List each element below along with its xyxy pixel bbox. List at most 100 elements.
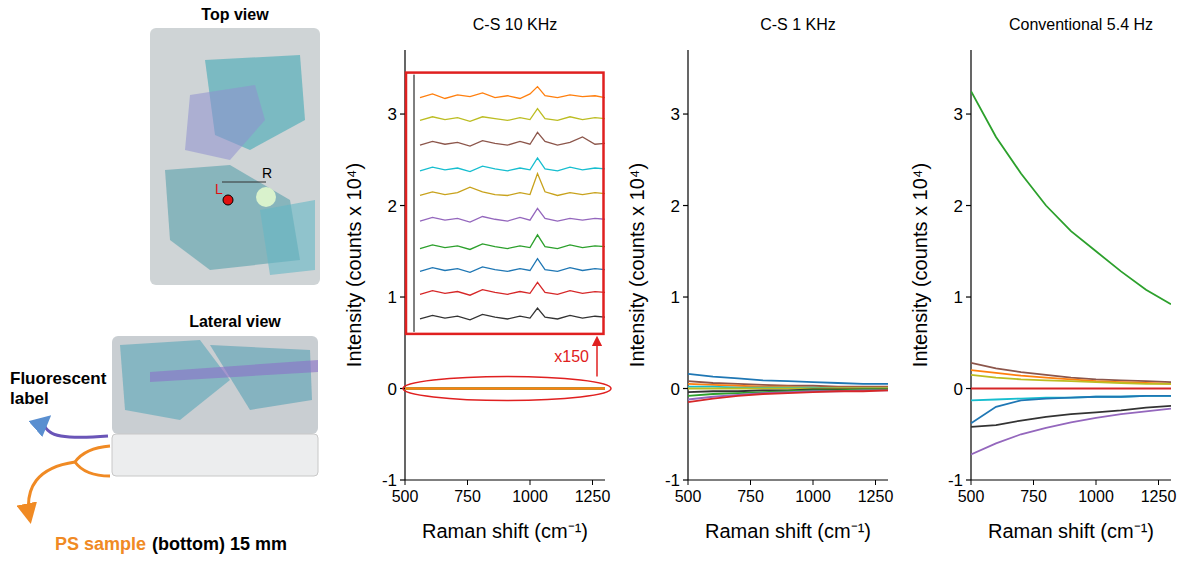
y-tick-label: 1 — [388, 288, 397, 307]
inset-line — [420, 87, 605, 99]
annotation-arrow — [44, 418, 108, 437]
panel-title: C-S 10 KHz — [473, 16, 557, 33]
x-tick — [1096, 480, 1097, 485]
series-line — [688, 374, 888, 384]
x-tick — [875, 480, 876, 485]
series-line — [971, 406, 1171, 427]
y-tick-label: 0 — [388, 380, 397, 399]
panel-title: C-S 1 KHz — [760, 16, 836, 33]
zoom-arrow — [596, 338, 598, 377]
y-tick — [683, 113, 688, 114]
point-label: R — [262, 165, 272, 181]
y-axis-title: Intensity (counts x 10⁴) — [343, 163, 365, 367]
y-tick-label: 0 — [954, 380, 963, 399]
inset-line — [420, 158, 605, 172]
series-line — [688, 387, 888, 389]
x-tick-label: 750 — [737, 488, 764, 505]
y-tick — [966, 296, 971, 297]
y-tick — [400, 296, 405, 297]
gel-patch — [185, 85, 265, 160]
x-tick-label: 1000 — [1078, 488, 1114, 505]
x-axis — [405, 480, 605, 481]
inset-line — [420, 208, 605, 222]
series-line — [405, 388, 605, 390]
annotation-arrow — [28, 462, 75, 520]
point-left-dot — [223, 195, 233, 205]
chart-panel: C-S 1 KHz-1012350075010001250Raman shift… — [626, 16, 893, 542]
x-tick-label: 500 — [958, 488, 985, 505]
x-tick — [813, 480, 814, 485]
gel-patch — [260, 200, 315, 275]
inset-line — [420, 174, 605, 196]
inset-frame — [406, 73, 604, 334]
x-tick-label: 1250 — [858, 488, 894, 505]
y-tick-label: 2 — [388, 197, 397, 216]
gel-patch — [150, 360, 318, 382]
y-tick — [683, 205, 688, 206]
x-tick-label: 750 — [1020, 488, 1047, 505]
series-line — [405, 388, 605, 390]
y-tick-label: 3 — [954, 105, 963, 124]
plot-lines — [971, 91, 1171, 454]
series-line — [971, 396, 1171, 423]
inset-line — [420, 308, 605, 320]
annotation-bracket — [75, 446, 110, 476]
chart-panel: C-S 10 KHz-1012350075010001250Raman shif… — [343, 16, 611, 542]
y-axis-title: Intensity (counts x 10⁴) — [626, 163, 648, 367]
x-tick — [467, 480, 468, 485]
point-right-dot — [256, 187, 276, 207]
zoom-label: x150 — [554, 348, 589, 365]
x-tick-label: 750 — [454, 488, 481, 505]
x-axis-title: Raman shift (cm⁻¹) — [705, 520, 871, 542]
x-tick-label: 1250 — [575, 488, 611, 505]
series-line — [688, 390, 888, 402]
x-tick-label: 1250 — [1141, 488, 1177, 505]
inset-line — [420, 259, 605, 273]
y-tick-label: 1 — [671, 288, 680, 307]
x-tick-label: 1000 — [512, 488, 548, 505]
inset — [414, 75, 605, 332]
x-tick-label: 500 — [675, 488, 702, 505]
ps-sample-block — [112, 434, 318, 476]
x-axis-title: Raman shift (cm⁻¹) — [988, 520, 1154, 542]
figure: Top view L R Lateral view Fluorescentlabel PS… — [0, 0, 1198, 567]
y-tick-label: 3 — [388, 105, 397, 124]
plot-lines — [688, 374, 888, 402]
x-tick-label: 1000 — [795, 488, 831, 505]
series-line — [405, 388, 605, 390]
x-tick-label: 500 — [392, 488, 419, 505]
y-tick — [400, 113, 405, 114]
y-tick — [966, 205, 971, 206]
text-line: Fluorescent — [10, 369, 107, 388]
photo-annotation: PS sample(bottom) 15 mm — [55, 534, 287, 554]
point-label: L — [215, 181, 223, 197]
inset-axis — [414, 75, 415, 332]
series-line — [405, 388, 605, 390]
series-line — [971, 375, 1171, 384]
x-tick — [1033, 480, 1034, 485]
series-line — [405, 388, 605, 390]
y-tick — [400, 479, 405, 480]
y-axis-title: Intensity (counts x 10⁴) — [909, 163, 931, 367]
y-tick-label: 1 — [954, 288, 963, 307]
y-tick-label: 0 — [671, 380, 680, 399]
ps-sample-note: (bottom) 15 mm — [152, 534, 287, 554]
photo-annotation: Fluorescentlabel — [10, 369, 107, 408]
x-axis-title: Raman shift (cm⁻¹) — [422, 520, 588, 542]
x-axis — [971, 480, 1171, 481]
x-tick — [750, 480, 751, 485]
series-line — [971, 370, 1171, 384]
x-axis — [688, 480, 888, 481]
series-line — [405, 388, 605, 390]
photo-title: Lateral view — [189, 313, 281, 330]
photo-title: Top view — [201, 6, 269, 23]
inset-line — [420, 109, 605, 122]
inset-line — [420, 282, 605, 295]
x-tick — [688, 480, 689, 485]
y-tick — [683, 479, 688, 480]
series-line — [971, 409, 1171, 455]
top-view-photo — [150, 28, 320, 285]
series-line — [971, 91, 1171, 304]
x-tick — [530, 480, 531, 485]
zoom-ellipse — [403, 377, 611, 401]
